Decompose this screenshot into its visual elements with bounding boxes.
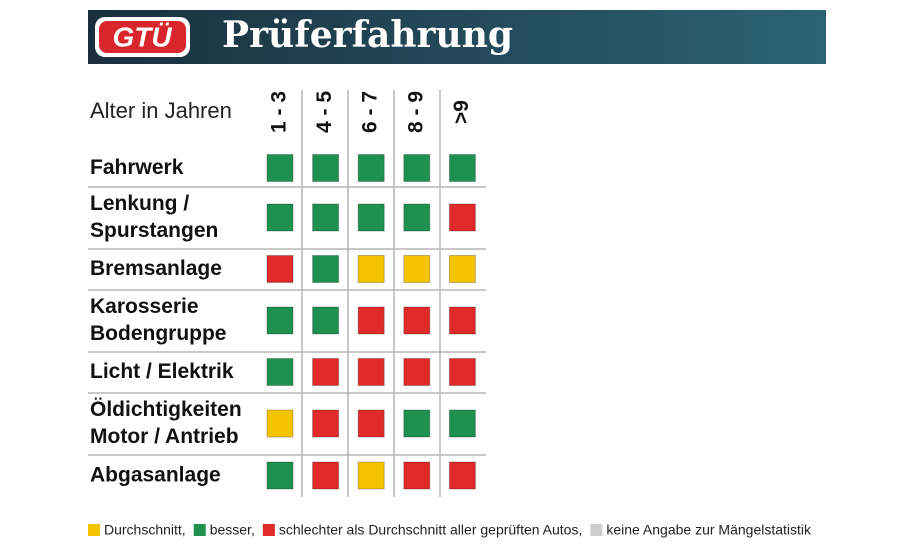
rating-cell	[448, 203, 476, 232]
rating-cell	[448, 358, 476, 386]
rating-cell	[448, 306, 476, 335]
corner-label: Alter in Jahren	[90, 98, 232, 123]
column-header: 1 - 3	[268, 91, 291, 133]
rating-cell	[266, 461, 294, 490]
legend-swatch	[262, 524, 275, 536]
rating-cell	[403, 203, 431, 232]
rating-cell	[448, 409, 476, 438]
rating-cell	[266, 154, 294, 182]
rating-cell	[266, 409, 294, 438]
rating-cell	[266, 358, 294, 386]
legend-text: Durchschnitt,	[104, 522, 186, 538]
rating-cell	[403, 358, 431, 386]
legend-text: schlechter als Durchschnitt aller geprüf…	[279, 522, 583, 538]
legend-text: besser,	[210, 522, 255, 538]
row-label: Fahrwerk	[90, 156, 184, 179]
legend-swatch	[193, 524, 206, 536]
row-label: Licht / Elektrik	[90, 360, 234, 383]
rating-cell	[312, 409, 340, 438]
rating-cell	[403, 306, 431, 335]
logo: GTÜ	[112, 21, 172, 52]
rating-cell	[357, 409, 385, 438]
rating-cell	[448, 255, 476, 283]
rating-cell	[448, 154, 476, 182]
rating-cell	[312, 461, 340, 490]
row-label: Spurstangen	[90, 219, 218, 242]
header-bar	[88, 10, 826, 64]
legend-text: keine Angabe zur Mängelstatistik	[606, 522, 812, 538]
column-header: 4 - 5	[313, 91, 336, 133]
rating-cell	[403, 154, 431, 182]
rating-cell	[312, 306, 340, 335]
column-header: >9	[450, 100, 473, 124]
rating-cell	[266, 203, 294, 232]
rating-cell	[312, 358, 340, 386]
rating-cell	[357, 255, 385, 283]
rating-cell	[266, 306, 294, 335]
rating-cell	[403, 255, 431, 283]
rating-cell	[357, 306, 385, 335]
logo-bg	[99, 21, 186, 53]
legend-swatch	[590, 524, 603, 536]
rating-cell	[403, 461, 431, 490]
rating-cell	[357, 461, 385, 490]
title: Prüferfahrung	[222, 14, 513, 56]
rating-cell	[448, 461, 476, 490]
row-label: Lenkung /	[90, 192, 189, 215]
rating-cell	[357, 154, 385, 182]
rating-cell	[312, 154, 340, 182]
row-label: Bremsanlage	[90, 257, 222, 280]
column-header: 6 - 7	[359, 91, 382, 133]
row-label: Motor / Antrieb	[90, 425, 239, 448]
column-header: 8 - 9	[404, 91, 427, 133]
rating-cell	[312, 255, 340, 283]
rating-cell	[403, 409, 431, 438]
row-label: Öldichtigkeiten	[90, 398, 242, 421]
rating-cell	[266, 255, 294, 283]
rating-cell	[357, 358, 385, 386]
legend-swatch	[88, 524, 100, 536]
rating-cell	[357, 203, 385, 232]
rating-cell	[312, 203, 340, 232]
row-label: Karosserie	[90, 295, 199, 318]
row-label: Bodengruppe	[90, 322, 227, 345]
row-label: Abgasanlage	[90, 464, 221, 487]
